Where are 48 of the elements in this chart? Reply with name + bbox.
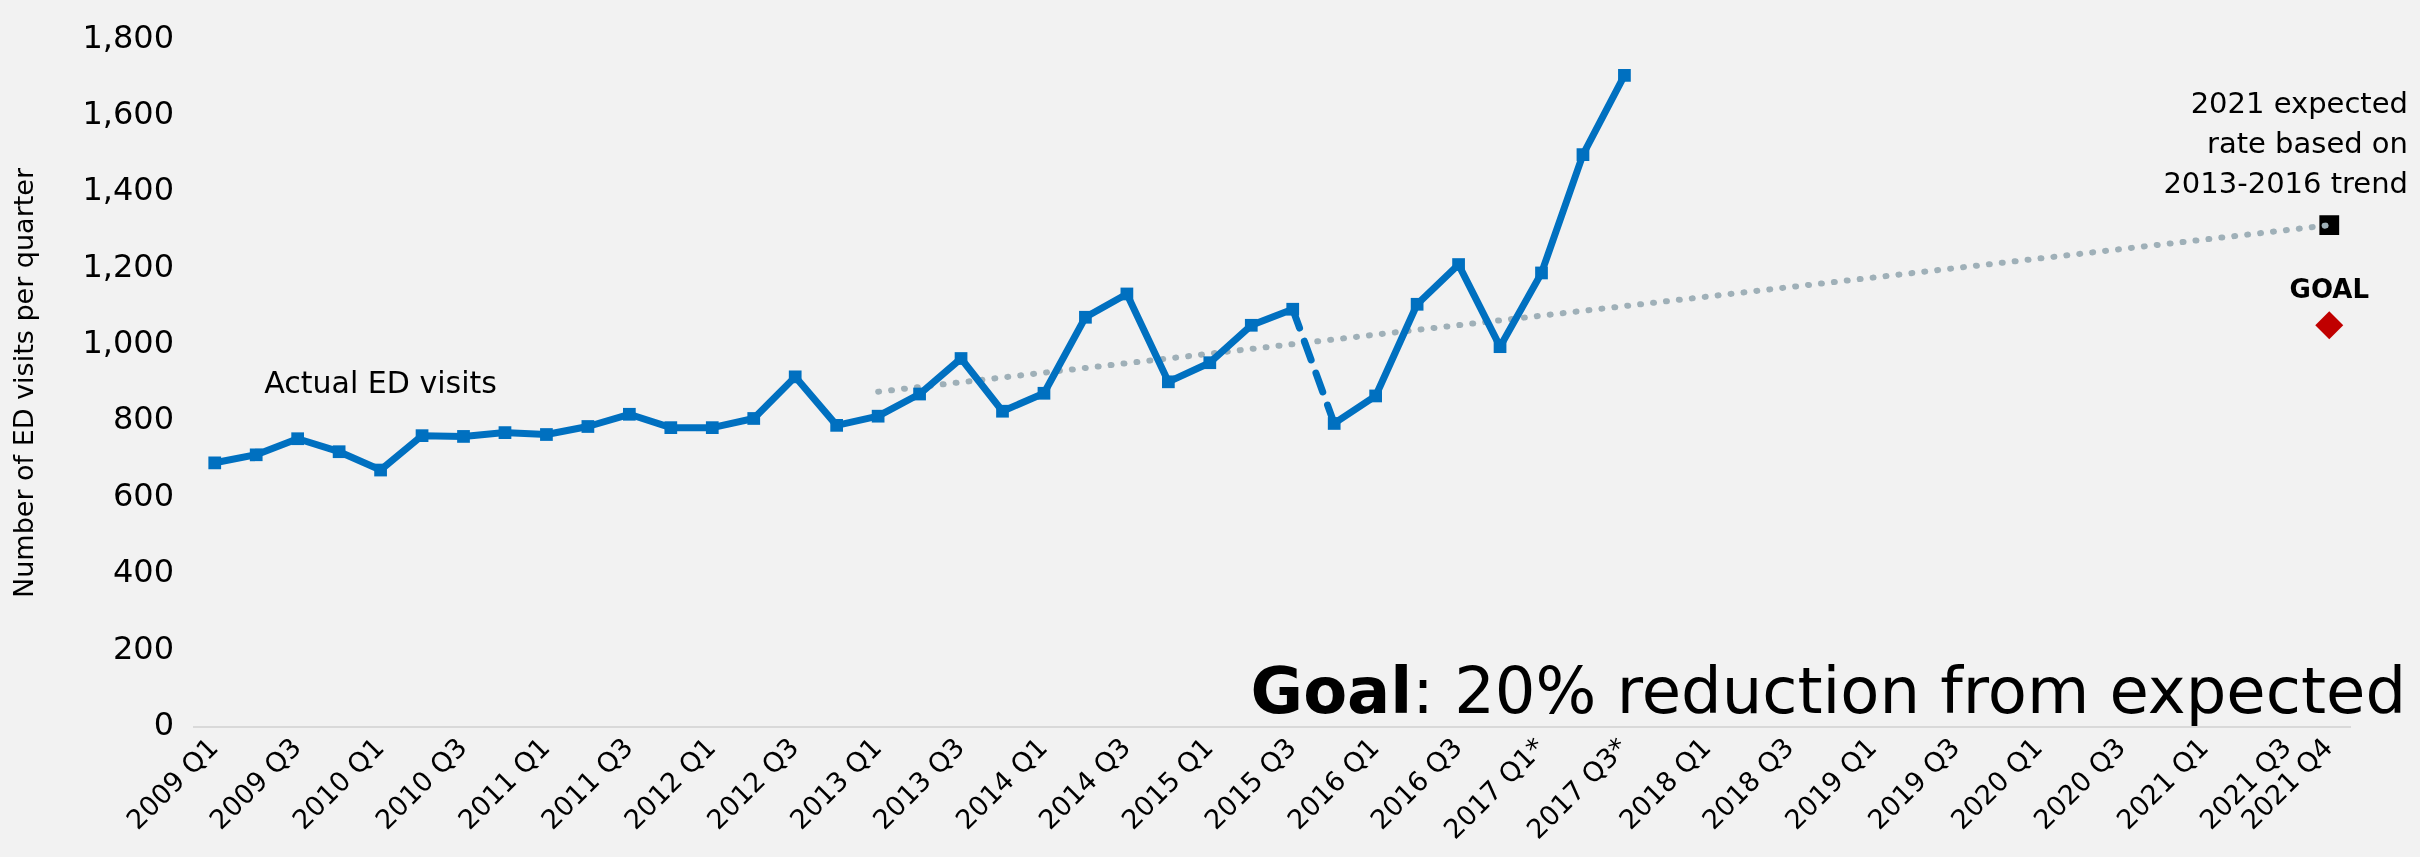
point [540,428,553,441]
point [705,421,719,435]
y-tick-label: 800 [112,399,175,438]
point [996,404,1009,418]
point [374,463,387,477]
point [1369,389,1383,403]
point [249,448,263,462]
annotation: Goal: 20% reduction from expected [1250,653,2406,728]
point [1286,302,1300,316]
y-tick-label: 1,000 [82,323,175,362]
point [871,409,885,423]
y-tick-label: 1,600 [82,93,175,132]
point [913,387,926,401]
annotation: Actual ED visits [264,364,497,400]
point [1410,297,1424,311]
point [1244,318,1258,332]
point [664,421,678,435]
point [954,352,968,365]
point [830,418,844,432]
point [291,432,305,446]
point [747,412,761,425]
point [1576,148,1590,161]
y-tick-label: 200 [112,628,175,667]
point [498,426,512,439]
y-tick-label: 0 [153,705,175,744]
point [457,430,470,443]
point [208,456,222,470]
point [1493,340,1507,354]
annotation: GOAL [2289,274,2369,305]
point [415,429,429,443]
point [622,407,636,421]
point [1161,375,1175,389]
point [1452,258,1465,271]
point [1079,310,1092,324]
point [788,370,802,384]
y-tick-label: 600 [112,475,175,514]
y-tick-label: 400 [112,552,175,591]
y-tick-label: 1,800 [82,17,175,56]
point [1203,356,1217,370]
point [1037,386,1051,400]
point [1618,69,1631,82]
point [581,420,595,433]
y-axis-title: Number of ED visits per quarter [8,167,40,598]
point [1535,266,1548,280]
point [332,445,346,459]
y-tick-label: 1,200 [82,246,175,285]
y-tick-label: 1,400 [82,170,175,209]
annotation: 2021 expected rate based on 2013-2016 trend [2163,85,2408,200]
